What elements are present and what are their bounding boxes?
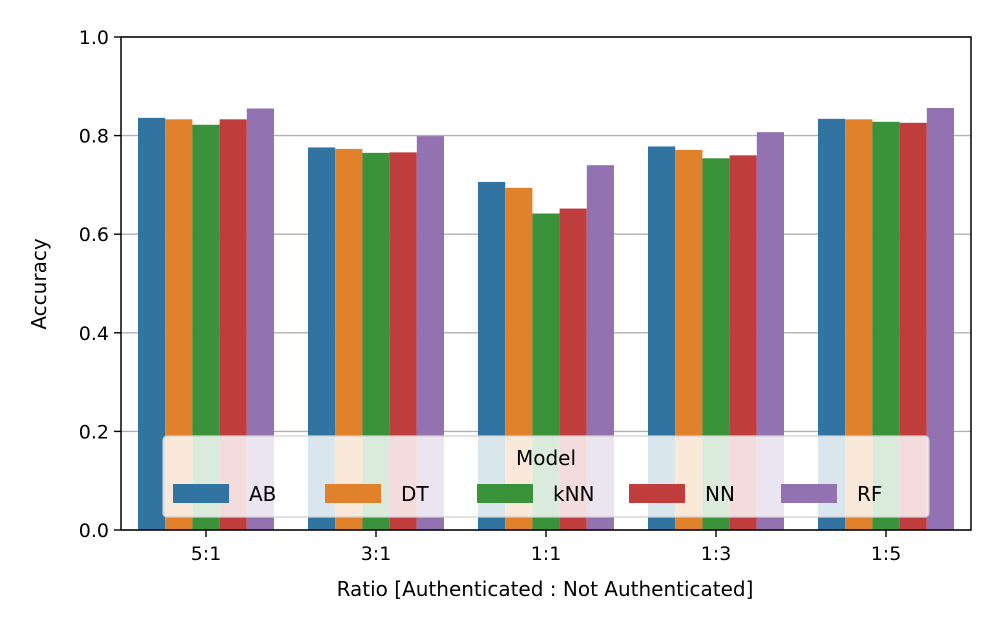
- legend-swatch-ab: [173, 484, 229, 503]
- y-axis-title: Accuracy: [27, 238, 51, 329]
- legend-label-rf: RF: [857, 482, 882, 506]
- legend-label-knn: kNN: [553, 482, 595, 506]
- legend-swatch-knn: [477, 484, 533, 503]
- legend: Model AB DT kNN NN RF: [162, 435, 930, 518]
- legend-swatch-dt: [325, 484, 381, 503]
- y-tick-label: 0.4: [79, 323, 109, 345]
- legend-label-ab: AB: [249, 482, 276, 506]
- x-tick-label: 1:3: [701, 543, 732, 565]
- legend-label-nn: NN: [705, 482, 735, 506]
- x-tick-label: 1:1: [531, 543, 562, 565]
- bar-ab-5-1: [138, 117, 166, 531]
- legend-title: Model: [516, 446, 576, 470]
- y-tick-label: 0.8: [79, 126, 109, 148]
- x-tick-label: 1:5: [871, 543, 902, 565]
- legend-label-dt: DT: [401, 482, 429, 506]
- y-tick-label: 0.6: [79, 224, 109, 246]
- x-tick-label: 3:1: [361, 543, 392, 565]
- bar-rf-1-5: [926, 107, 954, 530]
- y-ticks: 0.0 0.2 0.4 0.6 0.8 1.0: [79, 27, 121, 542]
- y-tick-label: 0.0: [79, 520, 109, 542]
- x-ticks: 5:1 3:1 1:1 1:3 1:5: [191, 530, 902, 565]
- y-tick-label: 0.2: [79, 421, 109, 443]
- x-axis-title: Ratio [Authenticated : Not Authenticated…: [337, 577, 754, 601]
- legend-swatch-nn: [629, 484, 685, 503]
- legend-swatch-rf: [781, 484, 837, 503]
- x-tick-label: 5:1: [191, 543, 222, 565]
- y-tick-label: 1.0: [79, 27, 109, 49]
